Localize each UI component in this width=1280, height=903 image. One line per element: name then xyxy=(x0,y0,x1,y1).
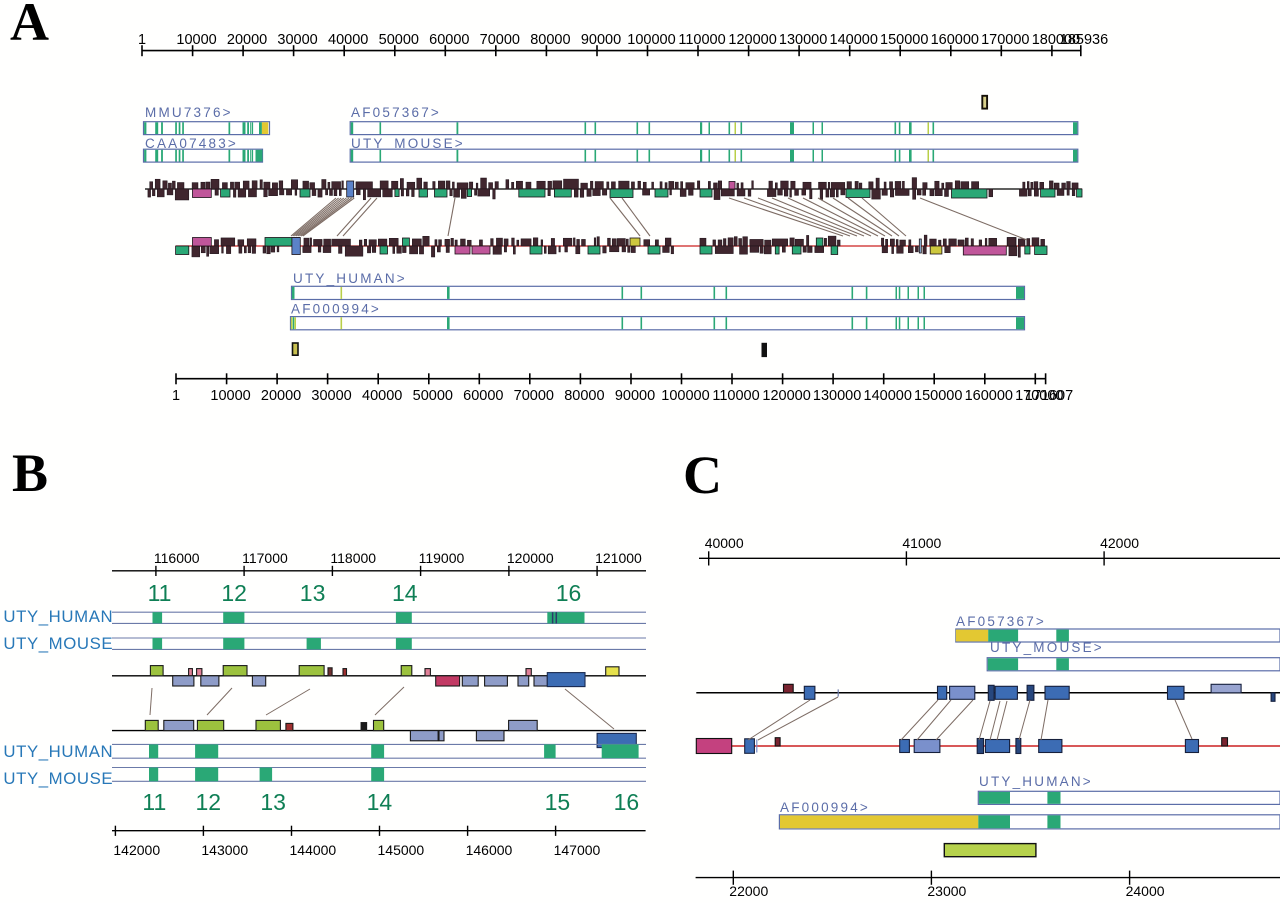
svg-text:130000: 130000 xyxy=(779,32,827,48)
svg-text:90000: 90000 xyxy=(615,388,655,404)
svg-text:24000: 24000 xyxy=(1126,883,1165,899)
svg-text:12: 12 xyxy=(221,580,247,606)
svg-text:185936: 185936 xyxy=(1060,32,1108,48)
svg-text:AF057367>: AF057367> xyxy=(956,614,1046,629)
svg-text:41000: 41000 xyxy=(902,535,941,551)
svg-text:42000: 42000 xyxy=(1100,535,1139,551)
svg-text:80000: 80000 xyxy=(530,32,570,48)
svg-text:MMU7376>: MMU7376> xyxy=(145,105,233,120)
svg-text:117000: 117000 xyxy=(242,550,288,566)
svg-text:20000: 20000 xyxy=(227,32,267,48)
svg-text:60000: 60000 xyxy=(463,388,503,404)
svg-text:110000: 110000 xyxy=(712,388,759,404)
svg-text:50000: 50000 xyxy=(379,32,419,48)
svg-text:118000: 118000 xyxy=(330,550,376,566)
svg-text:146000: 146000 xyxy=(466,842,513,858)
svg-text:UTY_MOUSE: UTY_MOUSE xyxy=(3,634,113,653)
svg-text:147000: 147000 xyxy=(554,842,601,858)
svg-text:40000: 40000 xyxy=(705,535,744,551)
svg-text:11: 11 xyxy=(148,580,172,606)
svg-text:11: 11 xyxy=(142,789,166,815)
svg-text:22000: 22000 xyxy=(729,883,768,899)
svg-text:170000: 170000 xyxy=(981,32,1029,48)
svg-text:13: 13 xyxy=(300,580,326,606)
svg-text:16: 16 xyxy=(614,789,640,815)
svg-text:UTY_MOUSE>: UTY_MOUSE> xyxy=(990,640,1104,655)
svg-text:UTY_HUMAN: UTY_HUMAN xyxy=(3,607,113,626)
svg-text:15: 15 xyxy=(545,789,571,815)
svg-text:A: A xyxy=(10,0,49,52)
svg-text:100000: 100000 xyxy=(627,32,675,48)
svg-text:145000: 145000 xyxy=(378,842,425,858)
svg-text:150000: 150000 xyxy=(880,32,928,48)
svg-text:AF057367>: AF057367> xyxy=(351,105,441,120)
svg-text:20000: 20000 xyxy=(261,388,301,404)
svg-text:10000: 10000 xyxy=(210,388,250,404)
svg-text:142000: 142000 xyxy=(113,842,160,858)
svg-text:121000: 121000 xyxy=(595,550,642,566)
svg-text:16: 16 xyxy=(556,580,582,606)
svg-text:100000: 100000 xyxy=(661,388,709,404)
svg-text:150000: 150000 xyxy=(914,388,962,404)
svg-text:70000: 70000 xyxy=(514,388,554,404)
svg-text:1: 1 xyxy=(138,32,146,48)
svg-text:C: C xyxy=(683,445,722,505)
svg-text:110000: 110000 xyxy=(678,32,725,48)
svg-text:UTY_MOUSE>: UTY_MOUSE> xyxy=(351,136,465,151)
svg-text:10000: 10000 xyxy=(176,32,216,48)
svg-text:40000: 40000 xyxy=(328,32,368,48)
svg-text:UTY_HUMAN>: UTY_HUMAN> xyxy=(293,271,407,286)
svg-text:120000: 120000 xyxy=(507,550,554,566)
svg-text:12: 12 xyxy=(196,789,222,815)
svg-text:14: 14 xyxy=(367,789,393,815)
svg-text:130000: 130000 xyxy=(813,388,861,404)
svg-text:1: 1 xyxy=(172,388,180,404)
svg-text:144000: 144000 xyxy=(290,842,337,858)
svg-text:40000: 40000 xyxy=(362,388,402,404)
svg-text:119000: 119000 xyxy=(419,550,465,566)
svg-text:14: 14 xyxy=(392,580,418,606)
svg-text:140000: 140000 xyxy=(864,388,912,404)
svg-text:120000: 120000 xyxy=(762,388,810,404)
svg-text:116000: 116000 xyxy=(154,550,200,566)
svg-text:70000: 70000 xyxy=(480,32,520,48)
svg-text:50000: 50000 xyxy=(413,388,453,404)
svg-text:140000: 140000 xyxy=(830,32,878,48)
svg-text:80000: 80000 xyxy=(564,388,604,404)
svg-text:13: 13 xyxy=(260,789,286,815)
svg-text:UTY_MOUSE: UTY_MOUSE xyxy=(3,769,113,788)
svg-text:143000: 143000 xyxy=(201,842,248,858)
svg-text:AF000994>: AF000994> xyxy=(291,302,381,317)
svg-text:60000: 60000 xyxy=(429,32,469,48)
svg-text:160000: 160000 xyxy=(931,32,979,48)
svg-text:UTY_HUMAN>: UTY_HUMAN> xyxy=(979,774,1093,789)
svg-text:180000: 180000 xyxy=(1032,32,1080,48)
svg-text:171607: 171607 xyxy=(1025,388,1073,404)
svg-text:90000: 90000 xyxy=(581,32,621,48)
svg-text:170000: 170000 xyxy=(1015,388,1063,404)
svg-text:30000: 30000 xyxy=(277,32,317,48)
svg-text:120000: 120000 xyxy=(728,32,776,48)
svg-text:AF000994>: AF000994> xyxy=(780,800,870,815)
svg-text:UTY_HUMAN: UTY_HUMAN xyxy=(3,742,113,761)
svg-text:CAA07483>: CAA07483> xyxy=(145,136,238,151)
svg-text:B: B xyxy=(12,443,48,503)
svg-text:160000: 160000 xyxy=(965,388,1013,404)
svg-text:30000: 30000 xyxy=(311,388,351,404)
svg-text:23000: 23000 xyxy=(927,883,966,899)
